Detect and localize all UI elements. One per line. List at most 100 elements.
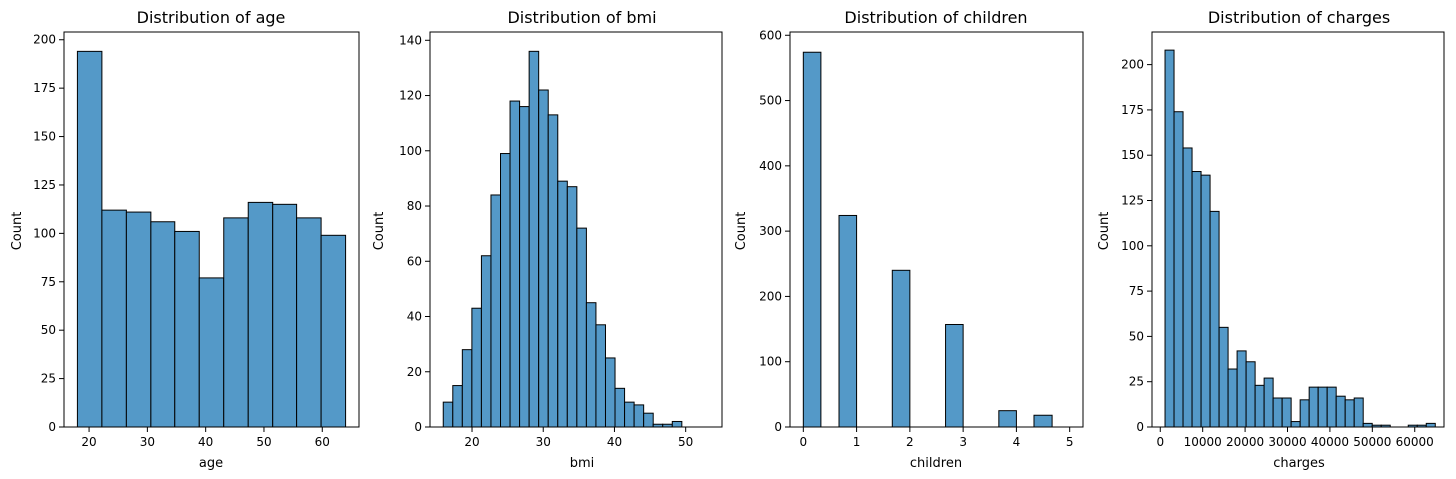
histogram-bar: [538, 89, 549, 428]
histogram-bar: [490, 194, 502, 428]
histogram-bar: [272, 203, 298, 428]
x-tick-label: 2: [906, 435, 914, 449]
x-tick-label: 4: [1013, 435, 1021, 449]
axes-frame: [63, 31, 360, 428]
x-tick-label: 20: [464, 435, 479, 449]
y-tick-label: 100: [399, 144, 422, 158]
y-tick-label: 100: [33, 226, 56, 240]
histogram-bar: [1290, 421, 1301, 428]
y-tick-label: 200: [33, 33, 56, 47]
y-tick-label: 80: [407, 199, 422, 213]
histogram-bar: [624, 401, 635, 428]
histogram-bar: [585, 302, 597, 428]
histogram-bar: [247, 201, 274, 428]
x-tick-label: 5: [1066, 435, 1074, 449]
histogram-bar: [595, 324, 606, 428]
histogram-bar: [1236, 350, 1247, 428]
y-tick-label: 600: [759, 28, 782, 42]
bmi-histogram-panel: Distribution of bmi bmi Count 20 30 40 50 0 2…: [372, 8, 723, 471]
x-axis-label: charges: [1273, 456, 1325, 471]
histogram-bar: [604, 357, 616, 428]
histogram-bar: [1425, 422, 1436, 428]
histogram-bar: [125, 211, 152, 428]
histogram-bar: [1191, 171, 1202, 428]
histogram-bar: [1362, 422, 1373, 428]
axes-frame: [1151, 31, 1445, 428]
children-histogram-panel: Distribution of children children Count …: [734, 8, 1084, 471]
histogram-bar: [442, 401, 454, 428]
histogram-bar: [945, 323, 964, 428]
y-tick-label: 20: [407, 365, 422, 379]
histogram-bar: [1173, 111, 1184, 428]
histogram-bar: [547, 114, 559, 428]
x-tick-label: 30000: [1268, 435, 1306, 449]
histogram-bar: [1335, 395, 1346, 428]
y-tick-label: 125: [33, 178, 56, 192]
histogram-bar: [1299, 399, 1310, 428]
x-tick-label: 20: [81, 435, 96, 449]
y-tick-label: 175: [33, 81, 56, 95]
histogram-bar: [1317, 386, 1328, 428]
histogram-bar: [528, 50, 540, 428]
histogram-bar: [296, 217, 322, 428]
histogram-bar: [1272, 397, 1283, 428]
chart-title: Distribution of bmi: [507, 8, 656, 27]
histogram-bar: [643, 412, 654, 428]
y-tick-label: 300: [759, 224, 782, 238]
histogram-bar: [1245, 361, 1256, 428]
chart-title: Distribution of charges: [1208, 8, 1390, 27]
x-tick-label: 1: [853, 435, 861, 449]
x-tick-label: 60000: [1396, 435, 1434, 449]
y-tick-label: 60: [407, 254, 422, 268]
y-tick-label: 0: [774, 420, 782, 434]
histogram-bar: [557, 180, 568, 428]
x-tick-label: 40000: [1311, 435, 1349, 449]
y-tick-label: 200: [1121, 58, 1144, 72]
x-axis-label: bmi: [570, 456, 595, 471]
y-tick-label: 200: [759, 289, 782, 303]
x-tick-label: 40: [198, 435, 213, 449]
x-axis-label: age: [199, 456, 223, 471]
x-tick-label: 30: [536, 435, 551, 449]
histogram-bar: [509, 100, 521, 428]
histogram-bar: [1308, 386, 1319, 428]
histogram-bar: [452, 385, 463, 428]
histogram-bar: [998, 410, 1017, 428]
x-tick-label: 0: [1156, 435, 1164, 449]
axes-frame: [429, 31, 723, 428]
x-tick-label: 30: [140, 435, 155, 449]
y-tick-label: 125: [1121, 194, 1144, 208]
histogram-bar: [566, 186, 578, 428]
y-tick-label: 140: [399, 33, 422, 47]
histogram-bar: [223, 217, 249, 428]
axes-frame: [789, 31, 1084, 428]
histogram-bar: [1227, 368, 1238, 428]
histogram-bar: [471, 307, 482, 428]
y-axis-label: Count: [372, 212, 387, 251]
histogram-bar: [891, 269, 911, 428]
histogram-bar: [76, 50, 103, 428]
histogram-bar: [480, 255, 492, 428]
histogram-bar: [1344, 399, 1355, 428]
x-tick-label: 0: [799, 435, 807, 449]
histogram-bar: [1353, 397, 1364, 428]
y-tick-label: 25: [41, 372, 56, 386]
histogram-bar: [1033, 414, 1053, 428]
charges-histogram-panel: Distribution of charges charges Count 0 1…: [1097, 8, 1445, 471]
chart-title: Distribution of children: [844, 8, 1027, 27]
age-histogram-panel: Distribution of age age Count 20 30 40 50 60…: [10, 8, 360, 471]
y-tick-label: 75: [41, 275, 56, 289]
histogram-bar: [633, 404, 645, 428]
x-tick-label: 50000: [1353, 435, 1391, 449]
y-tick-label: 100: [759, 355, 782, 369]
histogram-bar: [150, 221, 176, 428]
y-tick-label: 150: [1121, 148, 1144, 162]
histogram-bar: [1326, 386, 1337, 428]
y-axis-label: Count: [734, 212, 749, 251]
y-tick-label: 100: [1121, 239, 1144, 253]
x-axis-label: children: [910, 456, 962, 471]
x-tick-label: 20000: [1226, 435, 1264, 449]
histogram-bar: [1281, 397, 1292, 428]
x-tick-label: 50: [678, 435, 693, 449]
y-tick-label: 50: [1129, 329, 1144, 343]
